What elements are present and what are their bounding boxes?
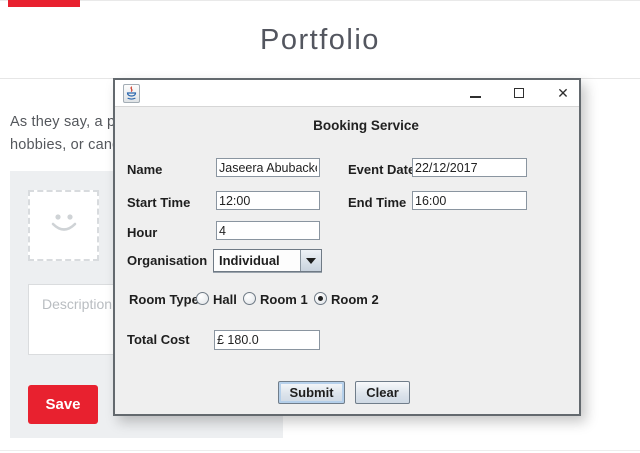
radio-room1-label: Room 1 [260,292,308,307]
total-cost-label: Total Cost [127,332,190,347]
smiley-icon [42,201,86,250]
event-date-label: Event Date [348,162,416,177]
minimize-button[interactable] [468,85,482,101]
minimize-icon [469,95,481,98]
room-type-label: Room Type [129,292,199,307]
close-button[interactable]: ✕ [556,85,570,101]
dialog-heading: Booking Service [313,118,419,133]
radio-room2-label: Room 2 [331,292,379,307]
bottom-divider [0,450,640,451]
intro-text-line2: hobbies, or candi [10,137,124,153]
event-date-input[interactable] [412,158,527,177]
name-input[interactable] [216,158,320,177]
end-time-input[interactable] [412,191,527,210]
radio-room2[interactable] [314,292,327,305]
organisation-select[interactable]: Individual [213,249,322,272]
booking-service-dialog: ✕ Booking Service Name Event Date Start … [113,78,581,416]
hour-label: Hour [127,225,158,240]
top-divider [0,0,640,1]
close-icon: ✕ [557,85,569,101]
name-label: Name [127,162,163,177]
submit-button[interactable]: Submit [278,381,345,404]
organisation-selected-value: Individual [219,253,280,268]
organisation-label: Organisation [127,253,208,268]
intro-text-line1: As they say, a pic [10,114,127,130]
end-time-label: End Time [348,195,407,210]
red-accent-bar [8,0,80,7]
maximize-button[interactable] [512,85,526,101]
save-button[interactable]: Save [28,385,98,424]
hour-input[interactable] [216,221,320,240]
page-title: Portfolio [260,24,380,56]
chevron-down-icon[interactable] [300,250,321,271]
radio-hall-label: Hall [213,292,237,307]
java-coffee-icon [123,83,140,103]
dialog-titlebar[interactable]: ✕ [115,80,579,107]
clear-button[interactable]: Clear [355,381,410,404]
start-time-label: Start Time [127,195,191,210]
radio-hall[interactable] [196,292,209,305]
maximize-icon [514,88,524,98]
image-upload-dropzone[interactable] [28,190,99,261]
radio-room1[interactable] [243,292,256,305]
total-cost-input[interactable] [214,330,320,350]
start-time-input[interactable] [216,191,320,210]
